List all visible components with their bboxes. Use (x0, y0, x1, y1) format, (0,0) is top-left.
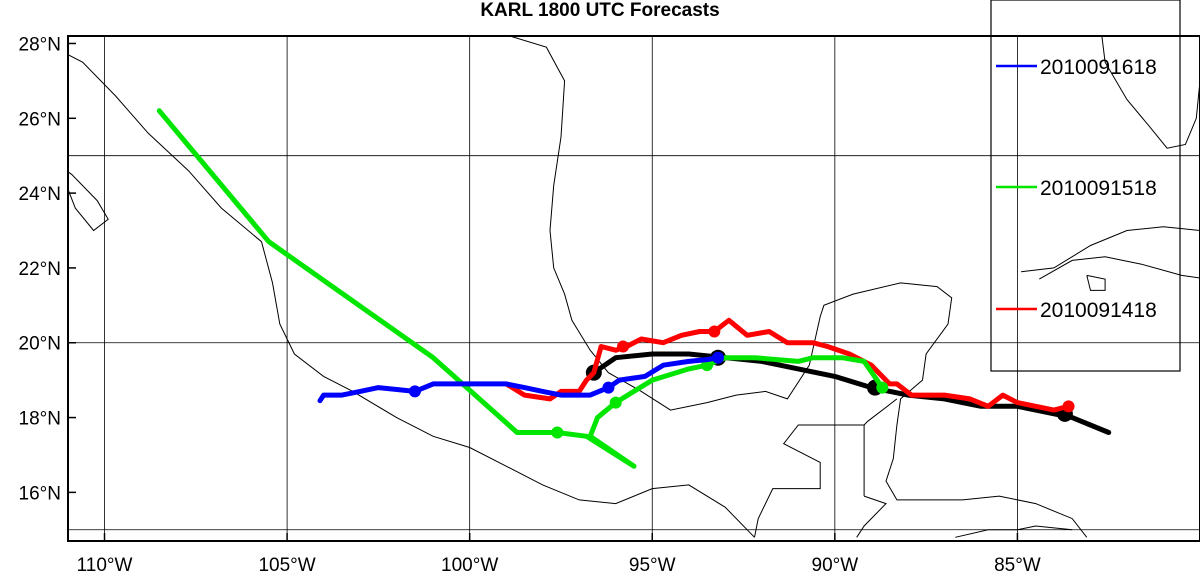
lon-tick-label: 110°W (77, 555, 133, 576)
coast-border_guatemala_honduras (856, 495, 887, 538)
coast-border_mex_guatemala (754, 398, 898, 538)
chart-title: KARL 1800 UTC Forecasts (480, 0, 720, 21)
legend-label: 2010091418 (1040, 299, 1157, 322)
track-marker (617, 340, 630, 353)
coast-coast_gulf_mexico (509, 36, 1088, 538)
track-marker (708, 325, 721, 338)
lat-tick-label: 24°N (19, 184, 61, 205)
track-line (591, 351, 1112, 435)
plot-frame (67, 35, 1200, 542)
track-2010091418 (503, 317, 1075, 413)
coast-coast_mexico_pacific (68, 54, 755, 538)
lon-tick-label: 105°W (258, 555, 315, 576)
track-marker (408, 385, 421, 398)
coast-cuba (1021, 226, 1200, 273)
coast-border_us_mexico (261, 36, 263, 37)
track-marker (876, 381, 889, 394)
track-line (156, 108, 885, 469)
track-marker (609, 396, 622, 409)
track-2010091618 (317, 351, 724, 404)
legend: 2010091618 2010091518 2010091418 (996, 56, 1157, 322)
lat-tick-label: 28°N (19, 34, 61, 55)
coast-cuba_south (1039, 256, 1200, 280)
track-2010091518 (156, 108, 889, 469)
forecast-tracks (156, 108, 1112, 469)
legend-item-2010091418: 2010091418 (996, 299, 1157, 322)
track-line (317, 355, 721, 404)
legend-item-2010091618: 2010091618 (996, 56, 1157, 79)
coast-border_honduras_nicaragua (955, 525, 1073, 538)
lat-tick-label: 18°N (19, 409, 61, 430)
lon-tick-label: 85°W (994, 555, 1041, 576)
legend-label: 2010091518 (1040, 177, 1157, 200)
lat-tick-label: 20°N (19, 334, 61, 355)
lon-tick-label: 90°W (812, 555, 859, 576)
track-line (503, 317, 1071, 413)
lat-tick-label: 16°N (19, 483, 61, 504)
legend-box (990, 0, 1181, 372)
lat-tick-label: 22°N (19, 259, 61, 280)
legend-item-2010091518: 2010091518 (996, 177, 1157, 200)
track-marker (602, 381, 615, 394)
axis-ticks: 110°W 105°W 100°W 95°W 90°W 85°W 16°N 18°N 20°N 2… (19, 34, 1041, 576)
legend-label: 2010091618 (1040, 56, 1157, 79)
lon-tick-label: 100°W (441, 555, 498, 576)
track-marker (1062, 400, 1075, 413)
track-marker (551, 426, 564, 439)
coast-isla_juventud (1086, 274, 1106, 291)
track-marker (711, 351, 724, 364)
coast-coast_us_gulf (615, 36, 1200, 149)
lat-tick-label: 26°N (19, 109, 61, 130)
track-best-track (585, 349, 1112, 435)
lon-tick-label: 95°W (629, 555, 676, 576)
